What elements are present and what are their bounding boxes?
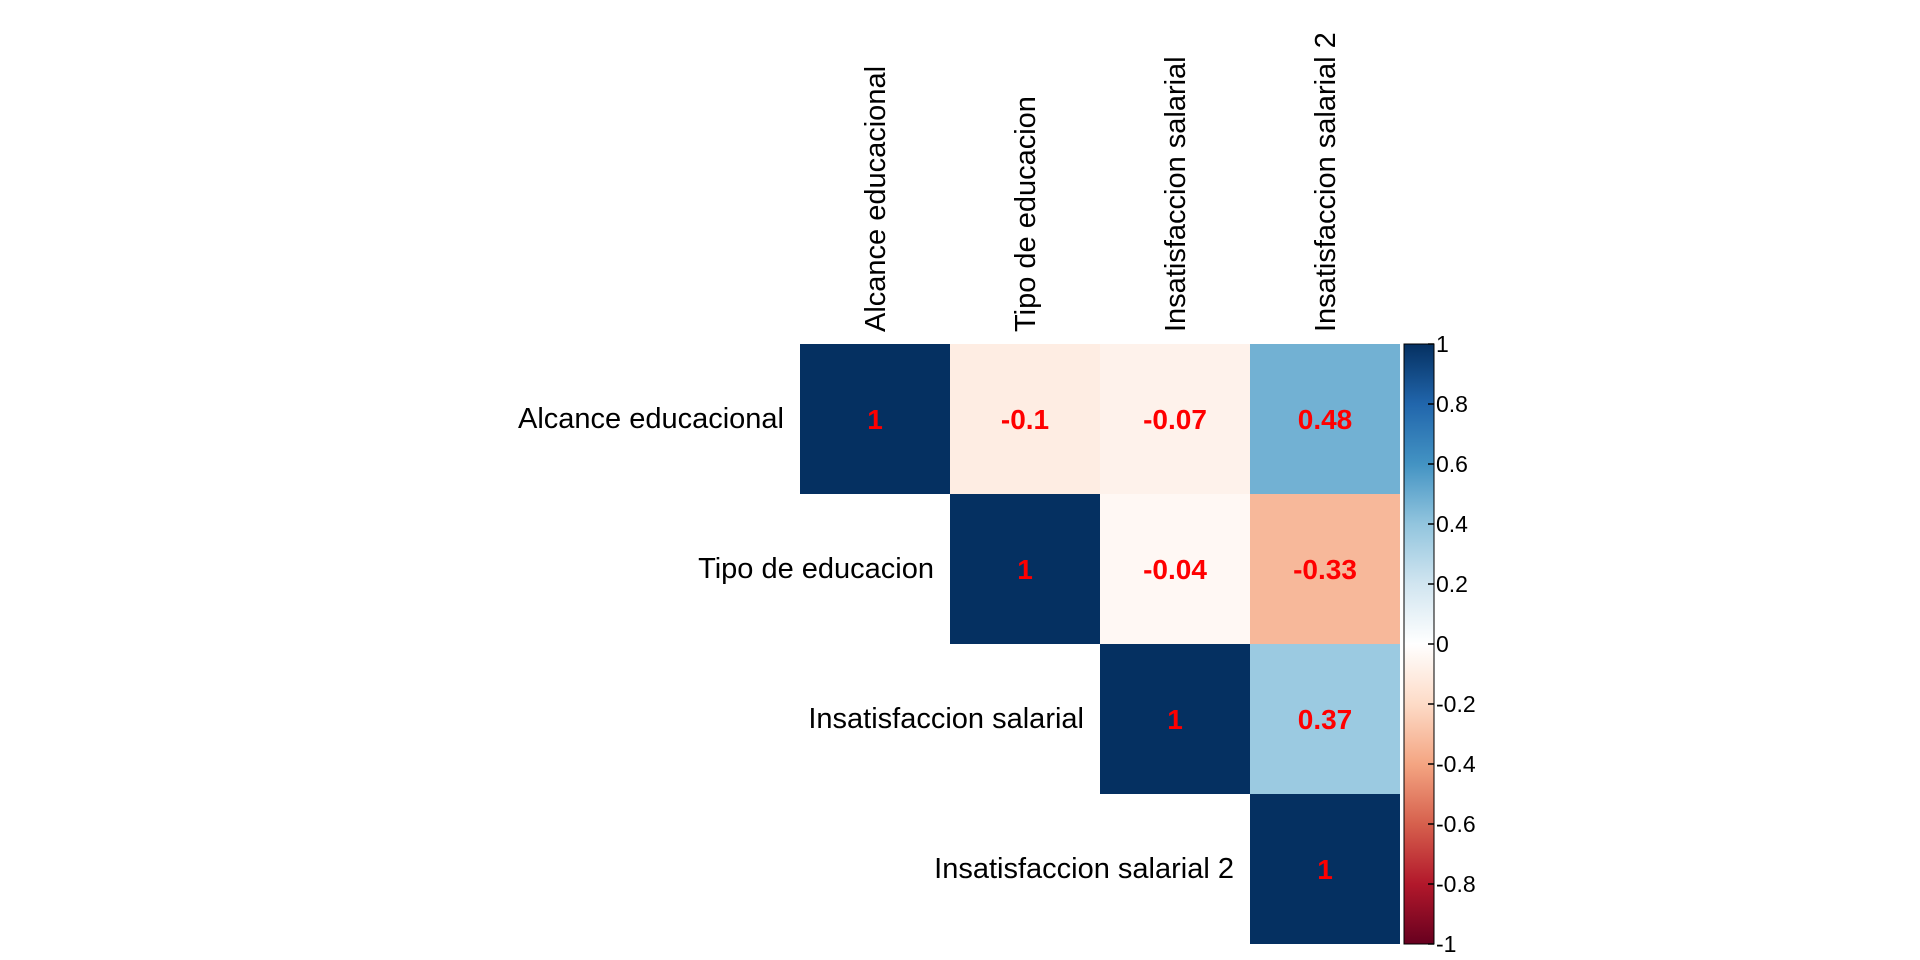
row-label: Tipo de educacion [698,553,934,585]
heatmap-cell [1250,644,1400,794]
colorbar-tick-label: 0 [1436,631,1449,657]
column-label: Insatisfaccion salarial 2 [1310,32,1342,332]
heatmap-cell [800,344,950,494]
cell-value-label: 0.48 [1298,404,1353,435]
cell-value-label: -0.04 [1143,554,1207,585]
heatmap-cell [1100,344,1250,494]
column-label: Tipo de educacion [1010,96,1042,332]
cell-value-label: -0.33 [1293,554,1357,585]
column-label: Alcance educacional [860,66,892,332]
cell-value-label: 1 [1317,854,1333,885]
heatmap-cell [950,494,1100,644]
colorbar-tick-label: -0.8 [1436,871,1476,897]
cell-value-label: 1 [1167,704,1183,735]
heatmap-cell [950,344,1100,494]
row-label: Insatisfaccion salarial [808,703,1084,735]
heatmap-cell [1250,494,1400,644]
colorbar-tick-label: 0.2 [1436,571,1468,597]
colorbar-tick-label: -0.2 [1436,691,1476,717]
colorbar-tick-label: 0.4 [1436,511,1468,537]
cell-value-label: 1 [867,404,883,435]
heatmap-cell [1100,644,1250,794]
row-label: Alcance educacional [518,403,784,435]
row-label: Insatisfaccion salarial 2 [934,853,1234,885]
heatmap-cell [1250,794,1400,944]
colorbar-tick-label: -0.4 [1436,751,1476,777]
cell-value-label: 0.37 [1298,704,1353,735]
column-label: Insatisfaccion salarial [1160,56,1192,332]
colorbar-tick-label: 0.8 [1436,391,1468,417]
colorbar-tick-label: -1 [1436,931,1456,957]
heatmap-cell [1100,494,1250,644]
colorbar-tick-label: 0.6 [1436,451,1468,477]
heatmap-cell [1250,344,1400,494]
cell-value-label: 1 [1017,554,1033,585]
cell-value-label: -0.1 [1001,404,1049,435]
cell-value-label: -0.07 [1143,404,1207,435]
colorbar-tick-label: -0.6 [1436,811,1476,837]
colorbar-tick-label: 1 [1436,331,1449,357]
